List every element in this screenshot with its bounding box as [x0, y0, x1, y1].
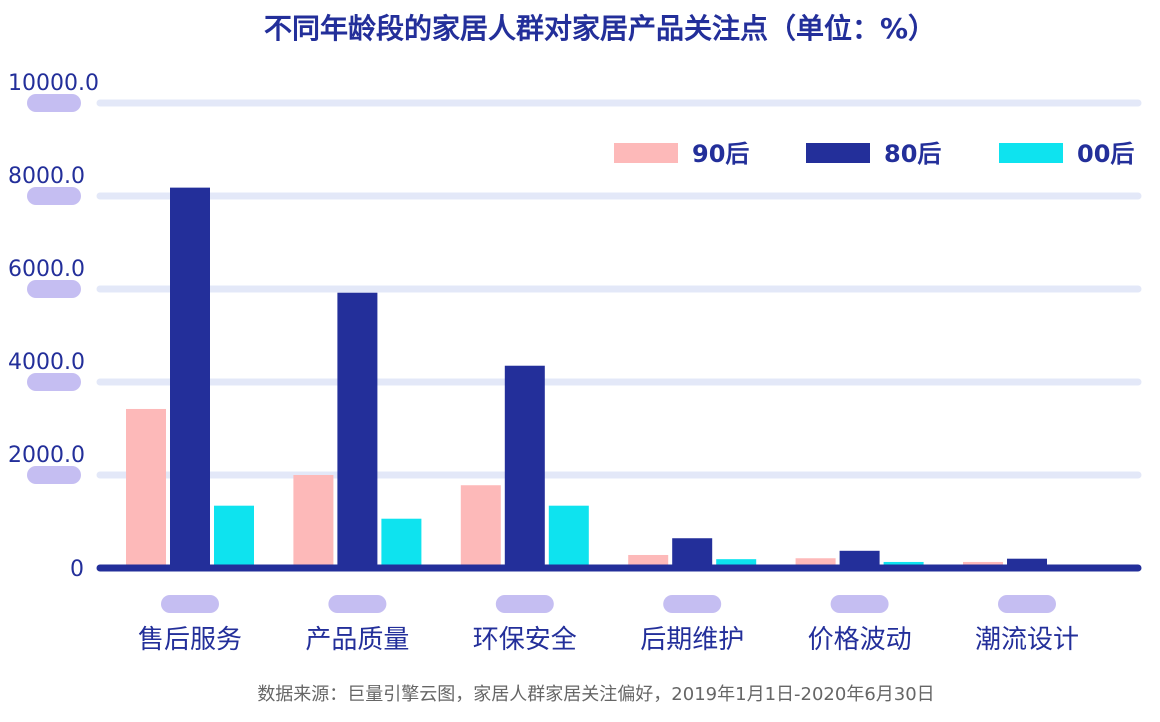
legend-label: 90后	[692, 140, 749, 168]
y-tick-pill	[27, 94, 81, 112]
gridlines	[96, 99, 1142, 479]
bar	[672, 538, 713, 568]
source-note: 数据来源：巨量引擎云图，家居人群家居关注偏好，2019年1月1日-2020年6月…	[257, 684, 934, 705]
bars	[126, 187, 1091, 568]
y-axis: 0 2000.0 4000.0 6000.0 8000.0 10000.0	[8, 71, 99, 582]
y-tick-label: 6000.0	[8, 257, 85, 282]
chart-title: 不同年龄段的家居人群对家居产品关注点（单位：%）	[264, 12, 936, 45]
category-label: 售后服务	[138, 625, 242, 655]
bar	[548, 505, 589, 568]
bar	[1007, 558, 1047, 568]
y-tick-pill	[27, 466, 81, 484]
legend-swatch	[999, 143, 1063, 163]
bar	[214, 505, 254, 568]
bar	[460, 485, 501, 568]
category-label: 潮流设计	[975, 625, 1079, 655]
y-tick-label: 10000.0	[8, 71, 99, 96]
bar	[293, 475, 334, 568]
bar	[716, 559, 757, 568]
bar	[381, 518, 422, 568]
category-label: 后期维护	[640, 625, 744, 655]
legend: 90后 80后 00后	[614, 140, 1134, 168]
x-axis: 售后服务 产品质量 环保安全 后期维护 价格波动 潮流设计	[138, 595, 1079, 655]
category-label: 价格波动	[808, 625, 912, 655]
y-tick-pill	[27, 280, 81, 298]
category-pill	[663, 595, 722, 613]
legend-swatch	[614, 143, 678, 163]
bar	[839, 550, 880, 568]
bar	[170, 187, 210, 568]
y-tick-pill	[27, 373, 81, 391]
legend-swatch	[806, 143, 870, 163]
category-pill	[495, 595, 554, 613]
bar	[795, 558, 836, 568]
bar	[337, 292, 378, 568]
bar	[126, 408, 166, 568]
y-tick-pill	[27, 187, 81, 205]
category-label: 产品质量	[305, 625, 409, 655]
category-pill	[161, 595, 219, 613]
category-pill	[328, 595, 387, 613]
legend-label: 80后	[884, 140, 941, 168]
category-pill	[998, 595, 1056, 613]
legend-label: 00后	[1077, 140, 1134, 168]
category-pill	[830, 595, 889, 613]
y-tick-label: 2000.0	[8, 443, 85, 468]
y-tick-label: 0	[70, 557, 84, 582]
y-tick-label: 4000.0	[8, 350, 85, 375]
y-tick-label: 8000.0	[8, 164, 85, 189]
bar	[504, 365, 545, 568]
category-label: 环保安全	[473, 625, 577, 655]
